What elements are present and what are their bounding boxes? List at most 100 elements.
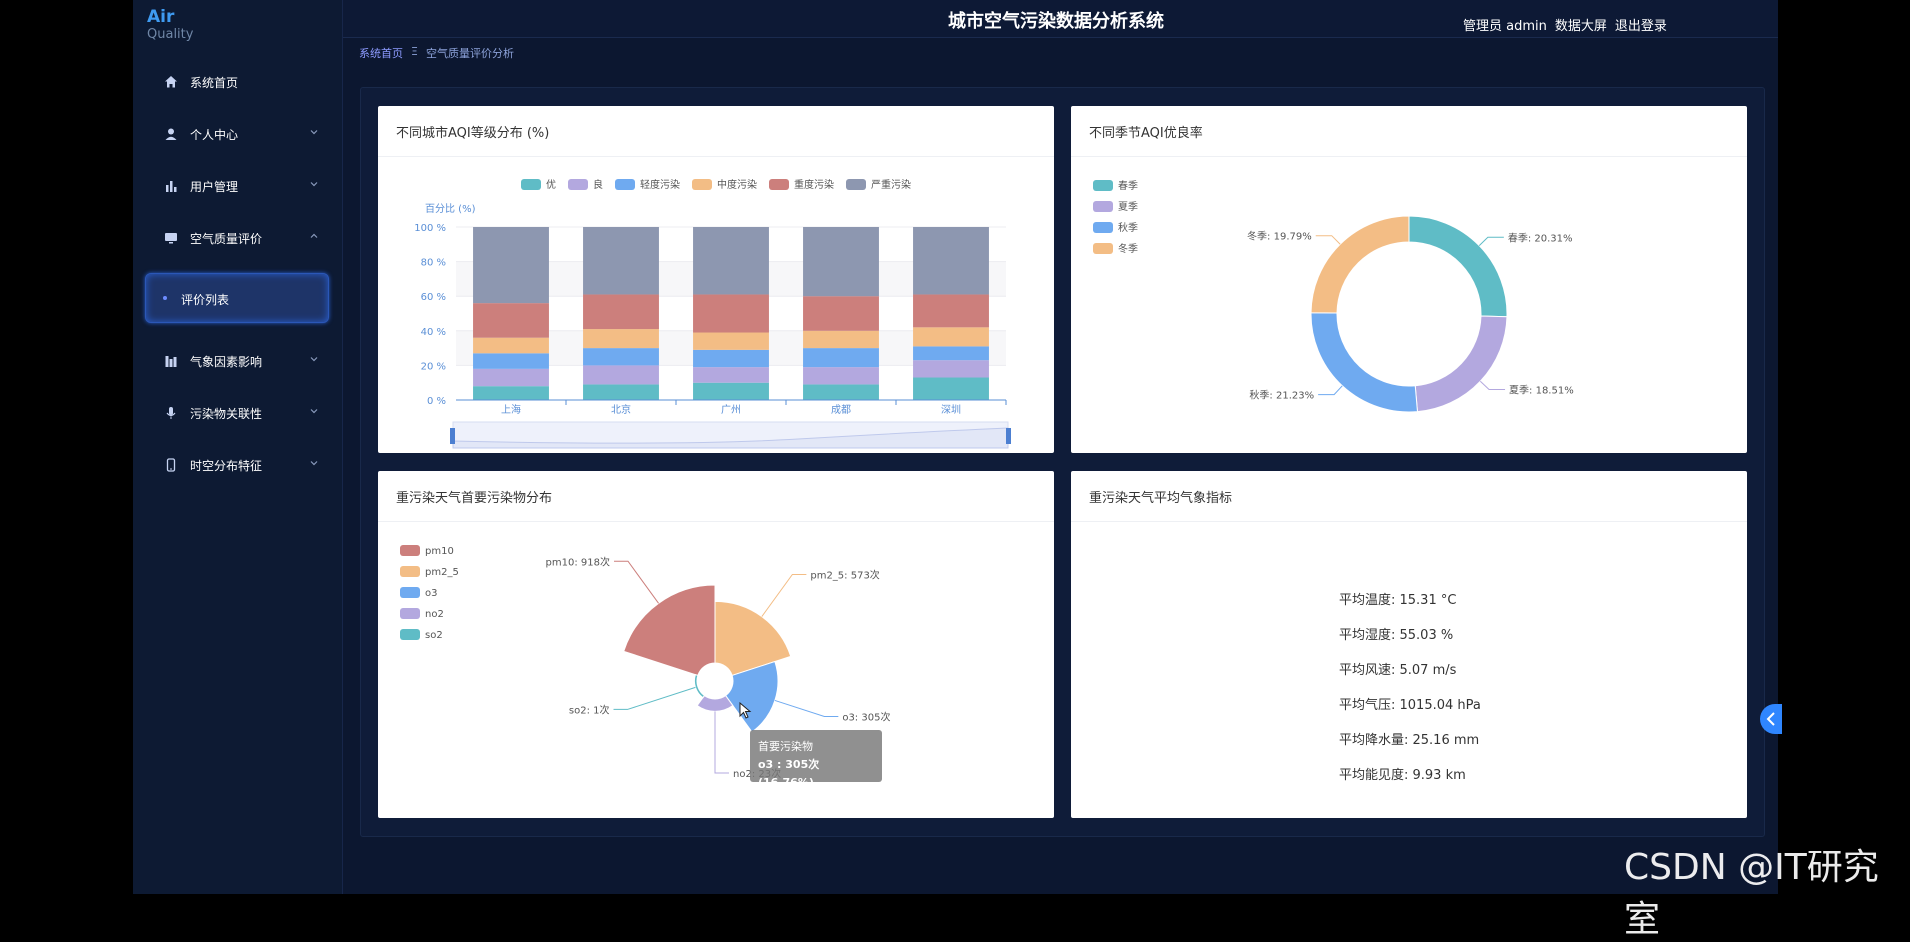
- slice-label: o3: 305次: [842, 711, 890, 724]
- legend-swatch: [692, 179, 712, 190]
- bar-segment: [583, 227, 659, 295]
- sidebar-item-label: 污染物关联性: [190, 407, 263, 421]
- sidebar-item-home[interactable]: 系统首页: [133, 62, 343, 102]
- slice-label: 夏季: 18.51%: [1509, 384, 1574, 396]
- chevron-down-icon: [310, 409, 318, 414]
- bar-segment: [803, 367, 879, 385]
- bar-segment: [583, 365, 659, 385]
- card-divider: [378, 156, 1054, 157]
- logo-text-air: Air: [147, 7, 175, 27]
- legend-label: 优: [546, 178, 556, 191]
- sidebar-item-user-management[interactable]: 用户管理: [133, 166, 343, 206]
- sidebar-item-weather-factors[interactable]: 气象因素影响: [133, 341, 343, 381]
- y-tick-label: 0 %: [427, 396, 446, 407]
- x-tick-label: 成都: [831, 404, 851, 416]
- chevron-down-icon: [310, 182, 318, 187]
- top-links: 管理员 admin 数据大屏 退出登录: [1463, 15, 1667, 34]
- legend-swatch: [846, 179, 866, 190]
- app-window: Air Quality 系统首页 个人中心 用户管理 空气质量评价 评价列表: [133, 0, 1778, 894]
- sidebar-item-label: 用户管理: [190, 180, 239, 194]
- donut-slice: [1414, 315, 1508, 413]
- y-tick-label: 20 %: [421, 361, 446, 372]
- monitor-icon: [165, 233, 177, 244]
- legend-swatch: [1093, 243, 1113, 254]
- chart-icon: [165, 356, 177, 367]
- bar-segment: [913, 346, 989, 361]
- bar-segment: [913, 377, 989, 400]
- label-leader: [1479, 380, 1506, 390]
- legend-swatch: [615, 179, 635, 190]
- rose-chart: pm10 pm2_5 o3 no2 so2 pm10: 918次 pm2_5: 573次 o3…: [400, 545, 890, 780]
- chevron-down-icon: [310, 130, 318, 135]
- rose-slice: [693, 674, 706, 699]
- sidebar-subitem-label: 评价列表: [181, 293, 230, 307]
- active-dot: [163, 296, 167, 300]
- legend-label: 轻度污染: [640, 178, 680, 191]
- rose-slice: [623, 584, 716, 677]
- legend-swatch: [1093, 180, 1113, 191]
- bar-segment: [693, 227, 769, 295]
- legend-swatch: [400, 629, 420, 640]
- bar-segment: [913, 360, 989, 378]
- card-title: 不同季节AQI优良率: [1089, 126, 1203, 141]
- y-axis-title: 百分比 (%): [425, 203, 476, 215]
- legend-swatch: [400, 545, 420, 556]
- tooltip-body: o3 : 305次 (16.76%): [758, 758, 820, 789]
- sidebar-item-air-quality[interactable]: 空气质量评价: [133, 218, 343, 258]
- bar-segment: [913, 227, 989, 295]
- slice-label: pm2_5: 573次: [810, 569, 879, 582]
- bar-segment: [693, 349, 769, 368]
- legend-label: 春季: [1118, 180, 1138, 192]
- card-pollutants: 重污染天气首要污染物分布 pm10 pm2_5 o3 no2 so2 pm10: 918次…: [378, 471, 1054, 818]
- bar-segment: [583, 384, 659, 400]
- bar-segment: [473, 353, 549, 369]
- bar-chart-icon: [166, 181, 177, 192]
- collapse-tab[interactable]: [1760, 704, 1782, 734]
- card-title: 重污染天气首要污染物分布: [396, 491, 553, 506]
- bar-segment: [803, 384, 879, 400]
- admin-label[interactable]: 管理员 admin: [1463, 19, 1547, 34]
- weather-list: 平均温度: 15.31 °C 平均湿度: 55.03 % 平均风速: 5.07 …: [1339, 583, 1481, 793]
- sidebar-item-spatiotemporal[interactable]: 时空分布特征: [133, 445, 343, 485]
- legend-label: so2: [425, 630, 443, 641]
- card-city-aqi: 不同城市AQI等级分布 (%) 优 良 轻度污染 中度污染 重度污染 严重污染 百分比 (%…: [378, 106, 1054, 453]
- donut-slice: [1310, 215, 1410, 314]
- legend-label: 夏季: [1118, 201, 1138, 213]
- x-tick-label: 广州: [721, 404, 741, 416]
- legend-swatch: [400, 608, 420, 619]
- card-title: 重污染天气平均气象指标: [1089, 491, 1233, 506]
- zoom-slider-preview: [452, 427, 1009, 449]
- top-bar: 城市空气污染数据分析系统 管理员 admin 数据大屏 退出登录: [343, 0, 1778, 38]
- bar-segment: [803, 348, 879, 368]
- legend-label: 良: [593, 178, 603, 191]
- legend-swatch: [1093, 222, 1113, 233]
- weather-temp: 平均温度: 15.31 °C: [1339, 593, 1457, 608]
- microphone-icon: [166, 407, 176, 419]
- label-leader: [774, 699, 839, 718]
- big-screen-link[interactable]: 数据大屏: [1554, 19, 1607, 34]
- label-leader: [1315, 235, 1341, 245]
- logout-link[interactable]: 退出登录: [1614, 19, 1667, 34]
- chevron-down-icon: [310, 461, 318, 466]
- label-leader: [761, 574, 807, 617]
- sidebar-item-label: 气象因素影响: [190, 355, 263, 369]
- weather-humidity: 平均湿度: 55.03 %: [1339, 628, 1454, 643]
- bar-segment: [473, 386, 549, 400]
- sidebar-subitem-evaluation-list[interactable]: 评价列表: [145, 273, 329, 323]
- user-icon: [165, 128, 177, 140]
- legend-swatch: [568, 179, 588, 190]
- weather-rain: 平均降水量: 25.16 mm: [1339, 733, 1480, 748]
- slice-label: so2: 1次: [569, 703, 610, 716]
- label-leader: [614, 560, 659, 604]
- sidebar-item-pollutant-correlation[interactable]: 污染物关联性: [133, 393, 343, 433]
- sidebar-item-personal-center[interactable]: 个人中心: [133, 114, 343, 154]
- bar-segment: [693, 294, 769, 333]
- x-tick-label: 北京: [611, 403, 631, 416]
- card-divider: [1071, 156, 1747, 157]
- legend-label: 中度污染: [717, 178, 757, 191]
- chart-tooltip: 首要污染物 o3 : 305次 (16.76%): [750, 730, 882, 789]
- legend-label: pm10: [425, 546, 454, 557]
- sidebar-item-label: 个人中心: [190, 128, 239, 142]
- breadcrumb-home[interactable]: 系统首页: [359, 47, 403, 60]
